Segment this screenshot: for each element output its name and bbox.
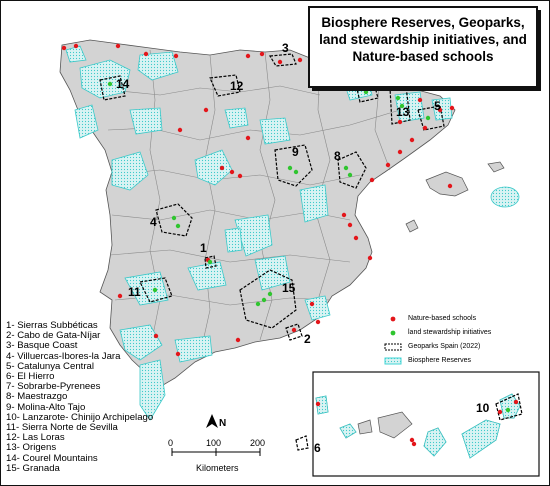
nature-schools (61, 43, 455, 357)
hatched-box-icon (384, 357, 402, 365)
north-label: N (219, 418, 226, 429)
balearic-mallorca (425, 171, 469, 197)
legend-label: Biosphere Reserves (408, 357, 472, 364)
geopark-label-3: 3 (282, 41, 289, 55)
biosphere-reserves (65, 45, 453, 421)
menorca-biosphere (490, 186, 520, 208)
legend-label: Geoparks Spain (2022) (408, 343, 481, 350)
geopark-label-14: 14 (116, 77, 130, 91)
canary-stewardship (505, 407, 511, 413)
canary-biosphere (315, 393, 521, 459)
geopark-list-item: 13- Origens (6, 442, 57, 454)
geopark-label-8: 8 (334, 149, 341, 163)
canary-inset (312, 371, 540, 477)
geopark-list: 1- Sierras Subbéticas 2- Cabo de Gata-Níj… (6, 320, 176, 474)
geopark-label-12: 12 (230, 79, 244, 93)
geopark-label-1: 1 (200, 241, 207, 255)
geopark-label-15: 15 (282, 281, 296, 295)
geopark-list-item: 9- Molina-Alto Tajo (6, 401, 86, 413)
balearic-menorca (487, 161, 505, 173)
scale-bar-icon (171, 448, 261, 456)
geopark-list-item: 10- Lanzarote- Chinijo Archipelago (6, 411, 154, 423)
geopark-list-item: 4- Villuercas-Ibores-la Jara (6, 350, 121, 362)
green-dot-icon (390, 330, 396, 336)
geopark-list-item: 11- Sierra Norte de Sevilla (6, 422, 118, 434)
canary-schools (315, 399, 519, 447)
geopark-list-item: 12- Las Loras (6, 432, 65, 444)
legend: Nature-based schools land stewardship ini… (384, 314, 534, 370)
geopark-list-item: 15- Granada (6, 462, 60, 474)
geopark-label-13: 13 (396, 105, 410, 119)
legend-label: land stewardship initiatives (408, 329, 492, 336)
geopark-label-9: 9 (292, 145, 299, 159)
legend-label: Nature-based schools (408, 315, 477, 322)
title-box: Biosphere Reserves, Geoparks, land stewa… (308, 6, 541, 91)
scale-tick-100: 100 (206, 438, 222, 448)
balearic-ibiza (405, 219, 419, 233)
geopark-list-item: 7- Sobrarbe-Pyrenees (6, 381, 101, 393)
legend-item: land stewardship initiatives (384, 328, 534, 342)
geopark-label-4: 4 (150, 215, 157, 229)
geoparks (99, 53, 445, 341)
geopark-list-item: 1- Sierras Subbéticas (6, 320, 98, 331)
legend-item: Biosphere Reserves (384, 356, 534, 370)
geopark-list-item: 5- Catalunya Central (6, 360, 94, 372)
north-arrow-icon: N (206, 414, 226, 429)
geopark-list-item: 14- Courel Mountains (6, 452, 98, 464)
geopark-label-10: 10 (476, 401, 490, 415)
geopark-list-item: 2- Cabo de Gata-Níjar (6, 330, 101, 342)
geopark-list-item: 3- Basque Coast (6, 340, 78, 352)
canary-geoparks (295, 393, 523, 451)
red-dot-icon (390, 316, 396, 322)
geopark-label-5: 5 (434, 99, 441, 113)
scale-tick-200: 200 (250, 438, 266, 448)
geopark-label-11: 11 (128, 285, 141, 299)
geopark-list-item: 8- Maestrazgo (6, 391, 68, 403)
legend-item: Nature-based schools (384, 314, 534, 328)
geopark-list-item: 6- El Hierro (6, 371, 55, 383)
scale-tick-0: 0 (168, 438, 174, 448)
map-title: Biosphere Reserves, Geoparks, land stewa… (319, 15, 527, 64)
dashed-box-icon (384, 343, 402, 351)
legend-item: Geoparks Spain (2022) (384, 342, 534, 356)
geopark-label-6: 6 (314, 441, 321, 455)
scale-unit: Kilometers (196, 463, 239, 473)
geopark-label-2: 2 (304, 332, 311, 346)
